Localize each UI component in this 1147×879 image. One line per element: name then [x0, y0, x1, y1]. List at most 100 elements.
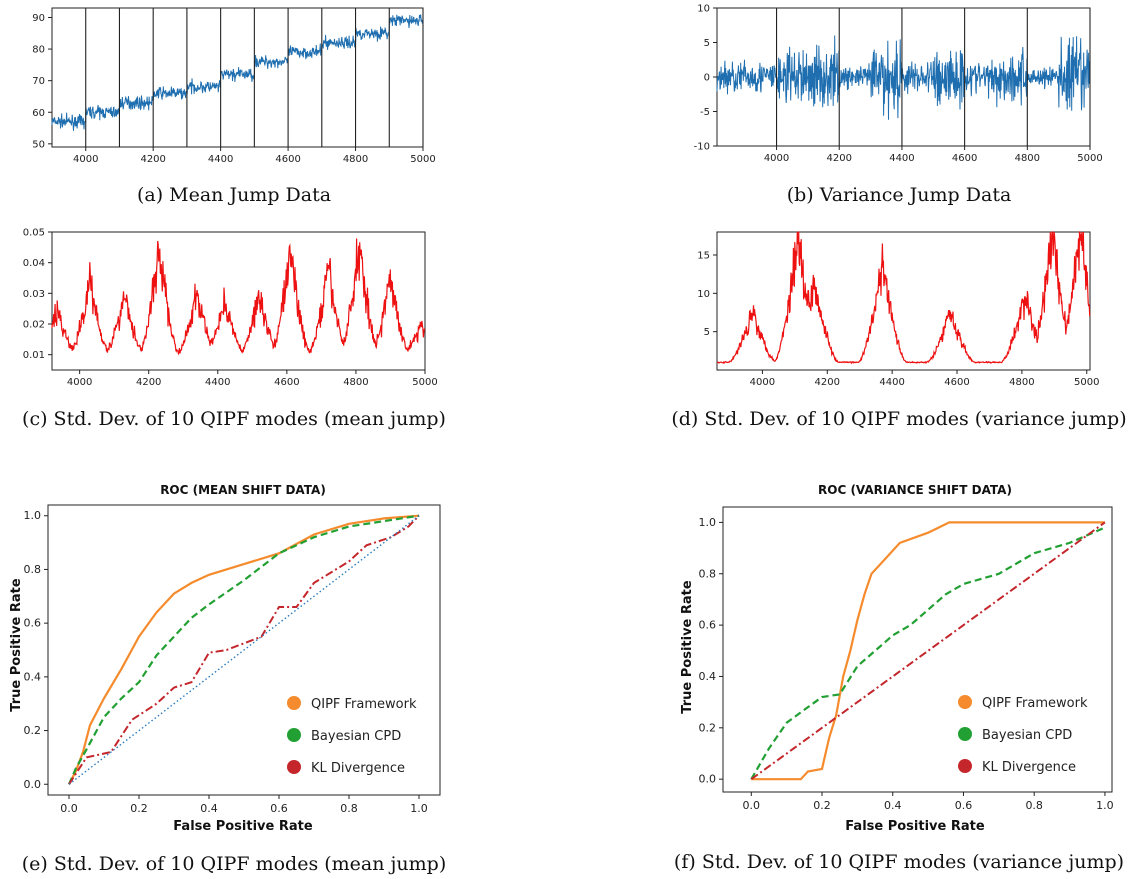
x-tick-label: 4200: [815, 377, 840, 388]
y-tick-label: 0.0: [699, 773, 717, 786]
legend-label-qipf: QIPF Framework: [982, 696, 1088, 711]
x-tick-label: 0.8: [1025, 799, 1043, 812]
x-tick-label: 0.4: [200, 802, 218, 815]
y-tick-label: -10: [694, 142, 710, 153]
x-tick-label: 4600: [274, 377, 299, 388]
roc-mean-ylabel: True Positive Rate: [9, 578, 24, 712]
legend-marker-kl: [287, 760, 301, 774]
legend-marker-qipf: [958, 695, 972, 709]
x-tick-label: 4800: [343, 377, 368, 388]
roc-curve-bayesian-cpd: [750, 526, 1106, 780]
caption-e: (e) Std. Dev. of 10 QIPF modes (mean jum…: [22, 853, 447, 875]
y-tick-label: 10: [697, 4, 710, 15]
variance-jump-plot-area: 4000 4200 4400 4600 4800 5000 10 5 0 -5 -10: [694, 4, 1103, 165]
x-tick-label: 0.0: [60, 802, 78, 815]
y-tick-label: 70: [32, 76, 45, 87]
caption-b: (b) Variance Jump Data: [787, 184, 1012, 206]
y-tick-label: -5: [700, 107, 710, 118]
x-tick-label: 5000: [412, 377, 437, 388]
panel-roc-mean-shift: ROC (MEAN SHIFT DATA) 0.0 0.2 0.4 0.6 0.8 1.0…: [9, 483, 446, 875]
plot-frame: [51, 231, 426, 371]
caption-f: (f) Std. Dev. of 10 QIPF modes (variance…: [674, 851, 1124, 873]
caption-a: (a) Mean Jump Data: [137, 184, 331, 206]
x-tick-label: 0.0: [743, 799, 761, 812]
x-tick-label: 0.6: [955, 799, 973, 812]
legend-label-kl: KL Divergence: [311, 761, 405, 776]
y-tick-label: 0.8: [699, 567, 717, 580]
panel-mean-jump-data: 4000 4200 4400 4600 4800 5000 50 60 70 80 90 (a) M…: [32, 7, 436, 206]
y-tick-label: 0.4: [24, 670, 42, 683]
y-tick-label: 5: [704, 38, 710, 49]
y-tick-label: 1.0: [699, 516, 717, 529]
legend-marker-kl: [958, 759, 972, 773]
panel-variance-jump-data: 4000 4200 4400 4600 4800 5000 10 5 0 -5 -10 (b) Va…: [694, 4, 1103, 207]
roc-variance-ylabel: True Positive Rate: [680, 580, 695, 714]
roc-variance-plot-area: 0.0 0.2 0.4 0.6 0.8 1.0 0.0 0.2 0.4 0.6 0.8 1.0: [699, 506, 1114, 812]
y-tick-label: 0.4: [699, 670, 717, 683]
roc-variance-legend: QIPF Framework Bayesian CPD KL Divergenc…: [958, 695, 1088, 775]
y-tick-label: 0.6: [699, 619, 717, 632]
mean-jump-series-line: [51, 14, 424, 131]
plot-frame: [722, 506, 1113, 793]
legend-label-bayesian: Bayesian CPD: [982, 728, 1072, 743]
y-tick-label: 60: [32, 108, 45, 119]
legend-label-bayesian: Bayesian CPD: [311, 729, 401, 744]
y-tick-label: 0.0: [24, 778, 42, 791]
x-tick-label: 4000: [67, 377, 92, 388]
plot-frame: [51, 7, 424, 148]
variance-jump-series-line: [716, 35, 1091, 120]
legend-label-kl: KL Divergence: [982, 760, 1076, 775]
legend-label-qipf: QIPF Framework: [311, 697, 417, 712]
roc-variance-title: ROC (VARIANCE SHIFT DATA): [818, 483, 1012, 497]
y-tick-label: 80: [32, 45, 45, 56]
x-tick-label: 4800: [343, 154, 368, 165]
legend-marker-bayesian: [958, 727, 972, 741]
y-tick-label: 10: [697, 289, 710, 300]
y-tick-label: 0.04: [23, 258, 45, 269]
stddev-mean-series-line: [51, 238, 426, 356]
roc-mean-title: ROC (MEAN SHIFT DATA): [160, 483, 326, 497]
y-tick-label: 1.0: [24, 509, 42, 522]
y-tick-label: 0.6: [24, 617, 42, 630]
x-tick-label: 4400: [879, 377, 904, 388]
mean-jump-plot-area: 4000 4200 4400 4600 4800 5000 50 60 70 80 90: [32, 7, 436, 165]
x-tick-label: 4200: [827, 153, 852, 164]
y-tick-label: 5: [704, 327, 710, 338]
plot-frame: [47, 504, 441, 796]
legend-marker-qipf: [287, 696, 301, 710]
caption-d: (d) Std. Dev. of 10 QIPF modes (variance…: [671, 408, 1126, 430]
y-tick-label: 0.02: [23, 320, 45, 331]
y-tick-label: 0.2: [24, 724, 42, 737]
x-tick-label: 5000: [410, 154, 435, 165]
panel-roc-variance-shift: ROC (VARIANCE SHIFT DATA) 0.0 0.2 0.4 0.6 0.…: [674, 483, 1124, 873]
x-tick-label: 4000: [764, 153, 789, 164]
x-tick-label: 0.4: [884, 799, 902, 812]
y-tick-label: 0.05: [23, 228, 45, 239]
x-tick-label: 0.8: [340, 802, 358, 815]
x-tick-label: 0.2: [130, 802, 148, 815]
x-tick-label: 4600: [944, 377, 969, 388]
y-tick-label: 50: [32, 139, 45, 150]
panel-stddev-mean-jump: 4000 4200 4400 4600 4800 5000 0.05 0.04 0.03 0.02…: [22, 228, 446, 431]
y-tick-label: 0.03: [23, 289, 45, 300]
x-tick-label: 4600: [952, 153, 977, 164]
x-tick-label: 4400: [889, 153, 914, 164]
roc-curve-bayesian-cpd: [67, 514, 420, 785]
x-tick-label: 4200: [136, 377, 161, 388]
x-tick-label: 5000: [1074, 377, 1099, 388]
y-tick-label: 0.8: [24, 563, 42, 576]
panel-stddev-variance-jump: 4000 4200 4400 4600 4800 5000 15 10 5 (d) Std. D…: [671, 231, 1127, 430]
roc-curve-diagonal: [68, 515, 420, 785]
x-tick-label: 1.0: [1096, 799, 1114, 812]
x-tick-label: 0.6: [270, 802, 288, 815]
x-tick-label: 4600: [275, 154, 300, 165]
y-tick-label: 0.2: [699, 721, 717, 734]
plot-frame: [716, 231, 1091, 371]
stddev-mean-plot-area: 4000 4200 4400 4600 4800 5000 0.05 0.04 0.03 0.02…: [23, 228, 438, 389]
roc-variance-xlabel: False Positive Rate: [845, 819, 985, 834]
x-tick-label: 4200: [140, 154, 165, 165]
roc-curve-kl-divergence: [750, 521, 1106, 781]
legend-marker-bayesian: [287, 728, 301, 742]
caption-c: (c) Std. Dev. of 10 QIPF modes (mean jum…: [22, 408, 446, 430]
